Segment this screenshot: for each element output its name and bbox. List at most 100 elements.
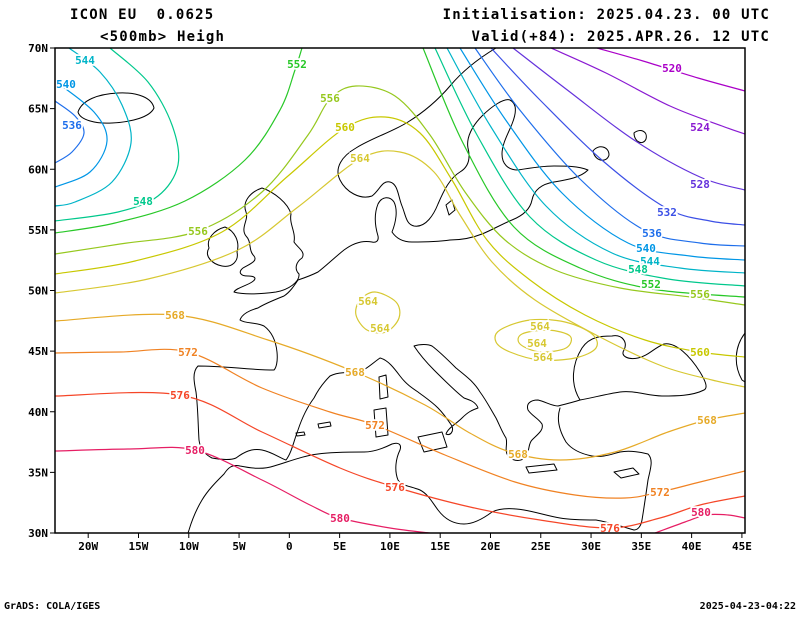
contour-label-548: 548	[133, 195, 153, 208]
lat-tick-label: 65N	[28, 103, 48, 116]
contour-label-556: 556	[188, 225, 208, 238]
lat-tick-label: 35N	[28, 466, 48, 479]
contour-label-552: 552	[287, 58, 307, 71]
grads-credit: GrADS: COLA/IGES	[4, 601, 101, 612]
contour-label-568: 568	[508, 448, 528, 461]
contour-label-552: 552	[641, 278, 661, 291]
contour-line-532	[490, 48, 745, 226]
contour-line-548	[55, 48, 180, 222]
contour-label-540: 540	[56, 78, 76, 91]
lat-tick-label: 70N	[28, 42, 48, 55]
contour-line-540	[55, 80, 108, 188]
contour-label-layer: 5205245285325365405445485525565445405365…	[54, 52, 718, 537]
contour-label-556: 556	[690, 288, 710, 301]
contour-label-576: 576	[385, 481, 405, 494]
contour-label-572: 572	[178, 346, 198, 359]
contour-label-564: 564	[530, 320, 550, 333]
coastline-layer	[77, 48, 745, 533]
lon-tick-label: 20E	[481, 540, 501, 553]
lat-tick-label: 40N	[28, 406, 48, 419]
contour-label-572: 572	[365, 419, 385, 432]
lon-tick-label: 20W	[78, 540, 98, 553]
contour-layer	[55, 48, 745, 533]
contour-label-580: 580	[691, 506, 711, 519]
creation-timestamp: 2025-04-23-04:22	[699, 601, 796, 612]
contour-line-552	[422, 48, 745, 298]
lon-tick-label: 15W	[129, 540, 149, 553]
contour-line-552	[55, 48, 303, 234]
contour-label-548: 548	[628, 263, 648, 276]
lon-tick-label: 5E	[333, 540, 346, 553]
lat-tick-label: 50N	[28, 285, 48, 298]
contour-line-560	[55, 116, 745, 358]
contour-label-544: 544	[640, 255, 660, 268]
contour-label-564: 564	[358, 295, 378, 308]
lon-tick-label: 10W	[179, 540, 199, 553]
contour-line-564	[517, 329, 572, 353]
lon-tick-label: 25E	[531, 540, 551, 553]
contour-label-544: 544	[75, 54, 95, 67]
lon-tick-label: 0	[286, 540, 293, 553]
contour-label-532: 532	[657, 206, 677, 219]
contour-label-572: 572	[650, 486, 670, 499]
contour-line-556	[55, 85, 745, 306]
model-title: ICON EU 0.0625	[70, 7, 215, 23]
contour-label-568: 568	[165, 309, 185, 322]
contour-line-568	[55, 313, 745, 461]
contour-line-520	[596, 48, 745, 92]
valid-time-label: Valid(+84): 2025.APR.26. 12 UTC	[471, 29, 770, 45]
lon-tick-label: 40E	[682, 540, 702, 553]
contour-line-548	[434, 48, 745, 287]
lon-tick-label: 30E	[581, 540, 601, 553]
contour-line-544	[446, 48, 745, 274]
lon-tick-label: 15E	[430, 540, 450, 553]
coastline-islands	[77, 92, 640, 479]
contour-label-560: 560	[335, 121, 355, 134]
contour-line-564	[494, 318, 598, 361]
contour-label-564: 564	[533, 351, 553, 364]
lon-tick-label: 45E	[732, 540, 752, 553]
contour-label-580: 580	[330, 512, 350, 525]
contour-label-564: 564	[350, 152, 370, 165]
contour-label-556: 556	[320, 92, 340, 105]
contour-label-524: 524	[690, 121, 710, 134]
contour-line-536	[55, 100, 85, 164]
contour-label-520: 520	[662, 62, 682, 75]
contour-line-572	[55, 348, 745, 499]
contour-line-544	[55, 48, 132, 207]
lat-tick-label: 55N	[28, 224, 48, 237]
coastline-anatolia-africa	[187, 407, 652, 533]
contour-label-568: 568	[345, 366, 365, 379]
contour-line-524	[550, 48, 745, 135]
contour-label-564: 564	[370, 322, 390, 335]
coastline-scandinavia	[337, 48, 589, 241]
contour-line-564	[355, 291, 401, 334]
contour-label-580: 580	[185, 444, 205, 457]
contour-line-540	[459, 48, 745, 261]
contour-line-576	[55, 391, 745, 529]
lon-tick-label: 5W	[232, 540, 246, 553]
coastline-lakes	[592, 130, 745, 383]
lon-tick-label: 35E	[631, 540, 651, 553]
init-time-label: Initialisation: 2025.04.23. 00 UTC	[442, 7, 770, 23]
contour-label-536: 536	[642, 227, 662, 240]
lat-tick-label: 45N	[28, 345, 48, 358]
field-title: <500mb> Heigh	[100, 29, 226, 45]
coastline-continent	[193, 197, 581, 461]
contour-label-540: 540	[636, 242, 656, 255]
contour-label-528: 528	[690, 178, 710, 191]
contour-line-564	[55, 150, 745, 388]
contour-label-568: 568	[697, 414, 717, 427]
contour-line-536	[474, 48, 745, 247]
contour-line-580	[55, 446, 431, 533]
contour-label-576: 576	[170, 389, 190, 402]
contour-line-528	[512, 48, 745, 191]
contour-label-536: 536	[62, 119, 82, 132]
lat-tick-label: 60N	[28, 163, 48, 176]
coastline-black-sea	[573, 335, 707, 401]
contour-label-560: 560	[690, 346, 710, 359]
lon-tick-label: 10E	[380, 540, 400, 553]
lat-tick-label: 30N	[28, 527, 48, 540]
axis-layer: 20W 15W 10W 5W 0 5E 10E 15E 20E 25E 30E 35E 40E 45E 70…	[28, 42, 752, 553]
